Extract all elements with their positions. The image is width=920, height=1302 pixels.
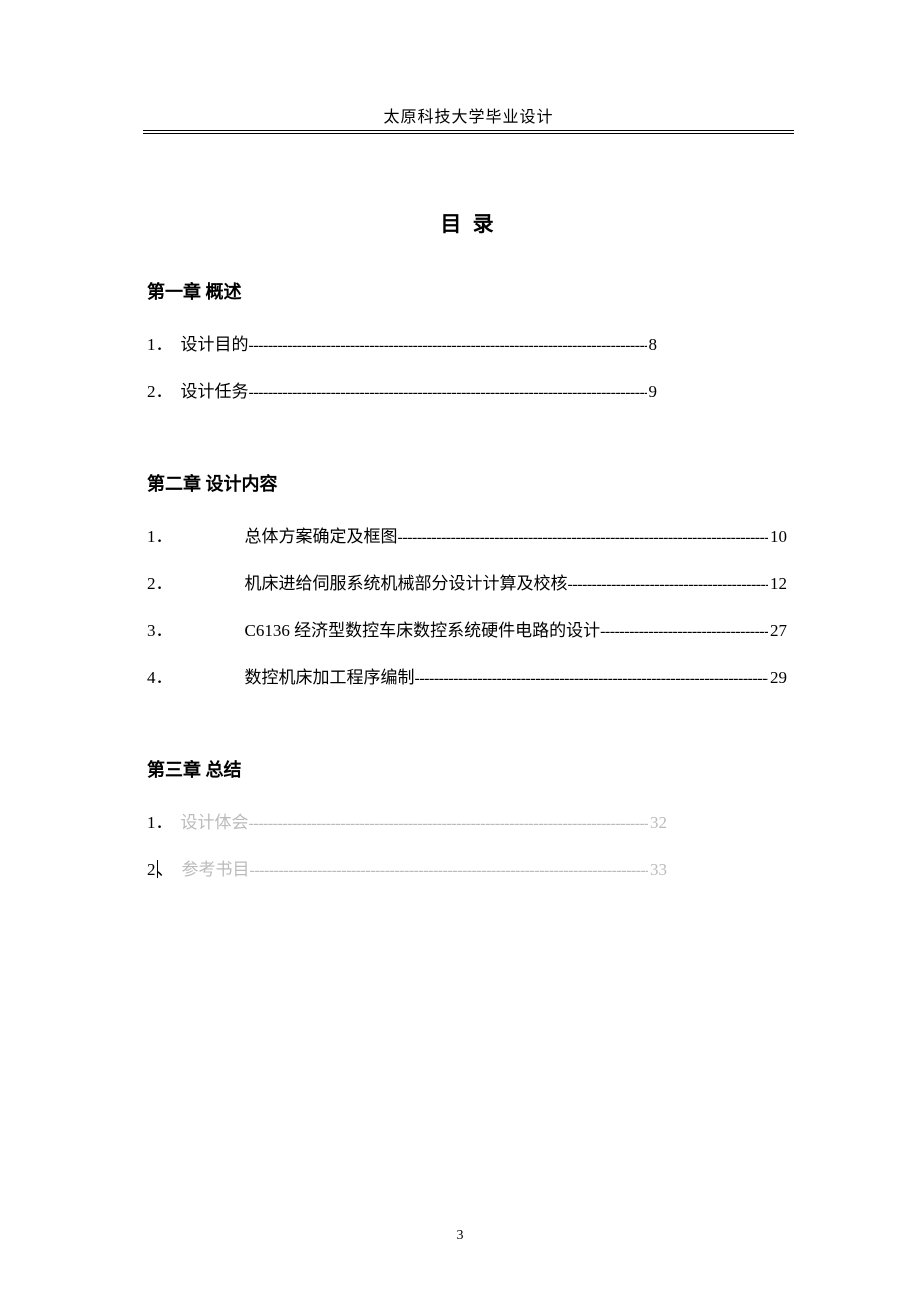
toc-leader: ----------------------------------------… [249,815,649,833]
toc-title: 目 录 [147,208,790,238]
toc-entry: 2． 设计任务----------------------------------… [147,377,657,402]
toc-entry: 3． C6136 经济型数控车床数控系统硬件电路的设计--------------… [147,616,787,641]
toc-entry-number: 1． [147,808,173,833]
toc-entry-page: 8 [649,335,658,355]
toc-entry-text: 机床进给伺服系统机械部分设计计算及校核 [245,569,568,594]
toc-entry-number: 2． [147,569,173,594]
toc-entry: 1． 设计目的----------------------------------… [147,330,657,355]
document-page: 太原科技大学毕业设计 目 录 第一章 概述1．设计目的-------------… [0,0,920,880]
toc-leader: ----------------------------------------… [600,623,768,641]
toc-body: 第一章 概述1．设计目的----------------------------… [147,278,790,880]
toc-entry-text: 设计目的 [181,330,249,355]
chapter-heading: 第二章 设计内容 [147,470,790,496]
toc-entry: 1． 总体方案确定及框图-----------------------------… [147,522,787,547]
toc-entry-text: 数控机床加工程序编制 [245,663,415,688]
toc-leader: ----------------------------------------… [249,337,647,355]
chapter-heading: 第三章 总结 [147,756,790,782]
toc-entry-text: 设计任务 [181,377,249,402]
chapter-heading: 第一章 概述 [147,278,790,304]
toc-entry-number: 4． [147,663,173,688]
chapter-section: 第三章 总结1．设计体会----------------------------… [147,756,790,880]
page-header: 太原科技大学毕业设计 [147,103,790,130]
toc-entry: 2． 机床进给伺服系统机械部分设计计算及校核-------------------… [147,569,787,594]
toc-entry-text: C6136 经济型数控车床数控系统硬件电路的设计 [245,616,601,641]
chapter-section: 第一章 概述1．设计目的----------------------------… [147,278,790,402]
header-rule-1 [143,130,794,131]
toc-entry: 4． 数控机床加工程序编制----------------------------… [147,663,787,688]
toc-entry: 2、参考书目----------------------------------… [147,855,667,880]
toc-entry-number: 2、 [147,855,174,880]
toc-entry-page: 27 [770,621,787,641]
toc-entry-text: 总体方案确定及框图 [245,522,398,547]
toc-entry-page: 29 [770,668,787,688]
toc-entry-page: 10 [770,527,787,547]
toc-entry: 1． 设计体会----------------------------------… [147,808,667,833]
toc-entry-page: 12 [770,574,787,594]
text-cursor [157,860,158,878]
toc-entry-number: 1． [147,522,173,547]
toc-entry-page: 33 [650,860,667,880]
toc-leader: ----------------------------------------… [249,384,647,402]
toc-leader: ----------------------------------------… [415,670,769,688]
toc-entry-number: 1． [147,330,173,355]
toc-leader: ----------------------------------------… [250,862,649,880]
toc-entry-text: 参考书目 [182,855,250,880]
toc-leader: ----------------------------------------… [568,576,769,594]
toc-entry-page: 9 [649,382,658,402]
toc-entry-number: 2． [147,377,173,402]
toc-leader: ----------------------------------------… [398,529,769,547]
toc-entry-number: 3． [147,616,173,641]
toc-entry-text: 设计体会 [181,808,249,833]
toc-entry-page: 32 [650,813,667,833]
page-number: 3 [0,1228,920,1244]
header-rule-2 [143,133,794,134]
chapter-section: 第二章 设计内容1．总体方案确定及框图---------------------… [147,470,790,688]
